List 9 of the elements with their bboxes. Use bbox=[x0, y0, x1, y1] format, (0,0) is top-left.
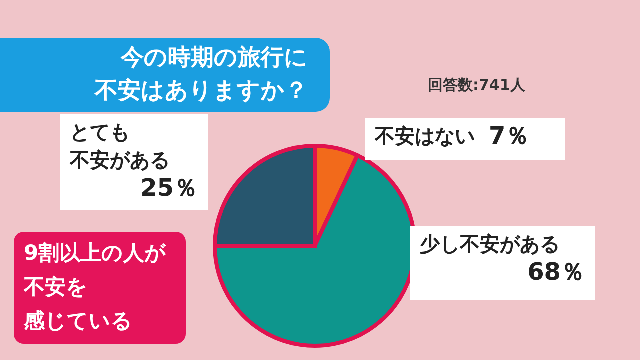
slice-label: とても不安がある bbox=[70, 119, 171, 174]
chart-title: 今の時期の旅行に不安はありますか？ bbox=[94, 44, 308, 106]
data-label: 25％ bbox=[140, 174, 198, 202]
text: 回答数:741人 bbox=[428, 76, 526, 95]
data-label: 68％ bbox=[526, 258, 585, 286]
text: 9割以上の人が不安を感じている bbox=[24, 240, 168, 335]
data-label: 7％ bbox=[489, 122, 530, 150]
slice-label: 不安はない bbox=[375, 123, 475, 150]
slice-label: 少し不安がある bbox=[420, 231, 561, 258]
